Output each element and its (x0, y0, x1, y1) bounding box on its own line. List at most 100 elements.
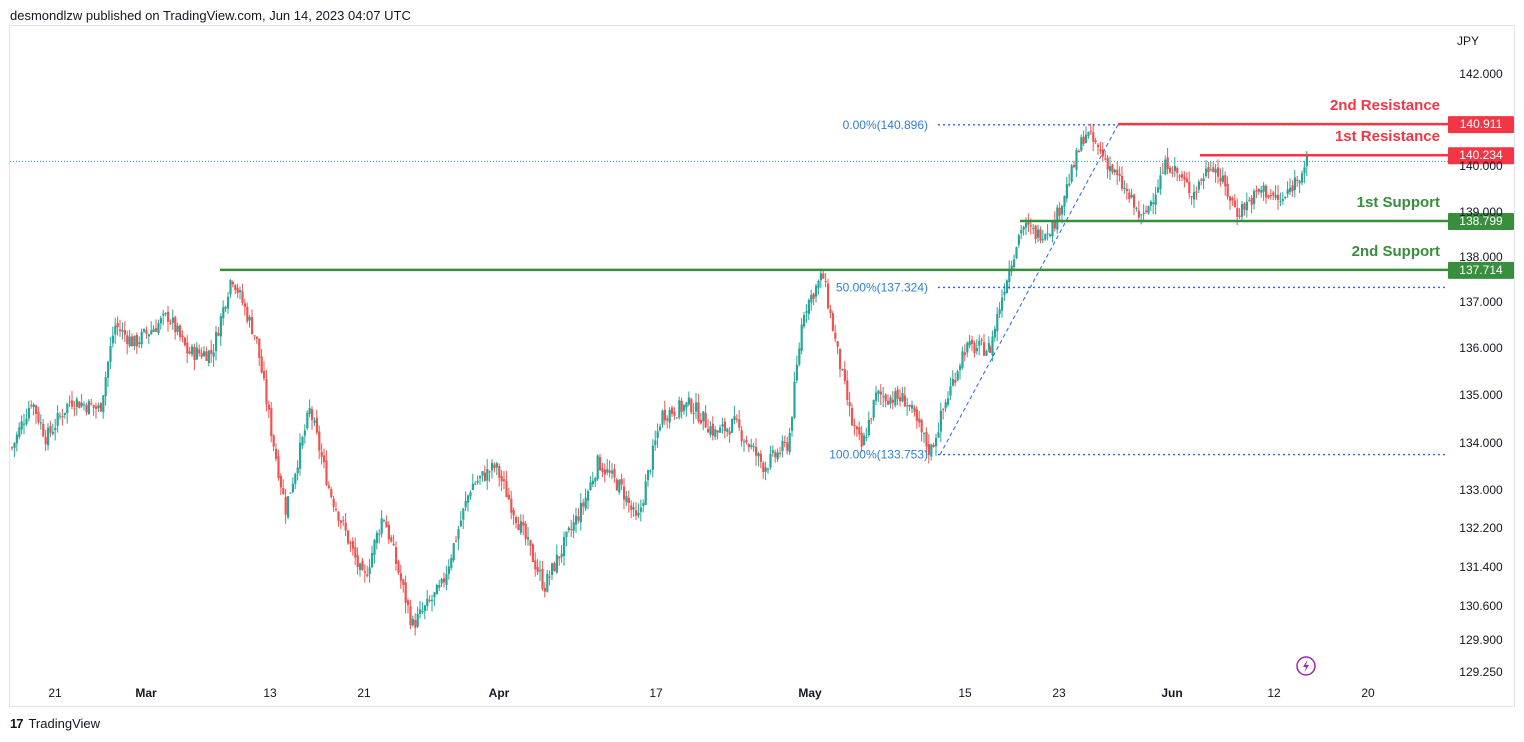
candle-body (654, 440, 657, 446)
time-axis[interactable]: 21 Mar 13 21 Apr 17 May 15 23 Jun 12 20 (48, 686, 1375, 700)
candle-body (1193, 191, 1196, 200)
candle-body (659, 426, 662, 431)
candlestick-series (11, 123, 1308, 636)
candle-body (479, 476, 482, 479)
candle-body (1205, 168, 1208, 176)
candle-body (903, 395, 906, 407)
candle-body (349, 542, 352, 544)
candle-body (747, 444, 750, 448)
candle-body (719, 427, 722, 433)
candle-body (1003, 292, 1006, 296)
candle-body (1058, 207, 1061, 216)
chart-overlays: 0.00%(140.896) 50.00%(137.324) 100.00%(133… (10, 97, 1514, 462)
candle-body (505, 481, 508, 498)
candle-body (25, 418, 28, 425)
candle-body (1224, 175, 1227, 187)
candle-body (1001, 297, 1004, 311)
candle-body (711, 423, 714, 436)
candle-body (673, 411, 676, 416)
candle-body (567, 527, 570, 531)
candle-body (755, 446, 758, 456)
candle-body (923, 433, 926, 435)
level-title: 2nd Support (1352, 243, 1440, 260)
candle-body (495, 463, 498, 468)
candle-body (1082, 136, 1085, 144)
candle-body (575, 515, 578, 525)
alert-lightning-icon[interactable] (1296, 656, 1316, 676)
candle-body (668, 410, 671, 423)
candle-body (503, 479, 506, 482)
level-price-tag (1448, 261, 1514, 279)
candle-body (356, 555, 359, 568)
candle-body (834, 332, 837, 339)
candle-body (421, 611, 424, 613)
candle-body (474, 483, 477, 485)
candle-body (1248, 200, 1251, 202)
candle-body (1008, 268, 1011, 283)
candle-body (1106, 157, 1109, 170)
candle-body (527, 537, 530, 540)
candle-body (891, 399, 894, 403)
chart-frame (9, 25, 1515, 707)
candle-body (303, 430, 306, 436)
candle-body (18, 427, 21, 437)
candle-body (150, 330, 153, 334)
candle-body (1298, 180, 1301, 184)
candle-body (1049, 234, 1052, 237)
candle-body (1025, 222, 1028, 228)
candle-body (47, 427, 50, 446)
candle-body (991, 336, 994, 355)
candle-body (1159, 175, 1162, 190)
candle-body (731, 419, 734, 433)
candle-body (1085, 134, 1088, 143)
candle-body (1195, 191, 1198, 193)
candle-body (620, 479, 623, 485)
candle-body (23, 423, 26, 425)
candle-body (229, 279, 232, 295)
candle-body (1233, 200, 1236, 208)
candle-body (831, 313, 834, 332)
price-axis[interactable]: JPY 142.000 140.000 139.000 138.000 137.000 1… (1457, 34, 1503, 679)
candle-body (615, 479, 618, 491)
candle-body (959, 365, 962, 370)
candle-body (1236, 207, 1239, 217)
price-tick-label: 136.000 (1459, 341, 1503, 355)
candle-body (195, 347, 198, 360)
fib-level-label: 0.00%(140.896) (843, 118, 928, 132)
price-tick-label: 133.000 (1459, 483, 1503, 497)
price-tick-label: 130.600 (1459, 599, 1503, 613)
candle-body (157, 323, 160, 333)
candle-body (937, 432, 940, 438)
candle-body (1214, 169, 1217, 173)
candle-body (1080, 137, 1083, 151)
candle-body (311, 409, 314, 420)
candle-body (342, 520, 345, 522)
candle-body (908, 404, 911, 407)
candle-body (80, 402, 83, 407)
level-title: 1st Resistance (1335, 128, 1440, 145)
candle-body (205, 351, 208, 361)
candle-body (251, 317, 254, 335)
candle-body (918, 418, 921, 423)
candle-body (788, 432, 791, 452)
candle-body (901, 392, 904, 402)
candle-body (1142, 212, 1145, 214)
candle-body (1265, 185, 1268, 198)
candle-body (637, 512, 640, 516)
candle-body (1303, 167, 1306, 174)
candle-body (1166, 157, 1169, 170)
level-title: 2nd Resistance (1330, 97, 1440, 114)
candle-body (423, 605, 426, 611)
candle-body (752, 446, 755, 448)
candle-body (579, 502, 582, 523)
candle-body (515, 516, 518, 524)
candle-body (695, 402, 698, 412)
brand-name: TradingView (28, 716, 101, 731)
candle-body (491, 463, 494, 471)
candle-body (795, 364, 798, 381)
candle-body (212, 352, 215, 357)
candle-body (498, 466, 501, 478)
candle-body (51, 431, 54, 435)
candle-body (680, 400, 683, 412)
